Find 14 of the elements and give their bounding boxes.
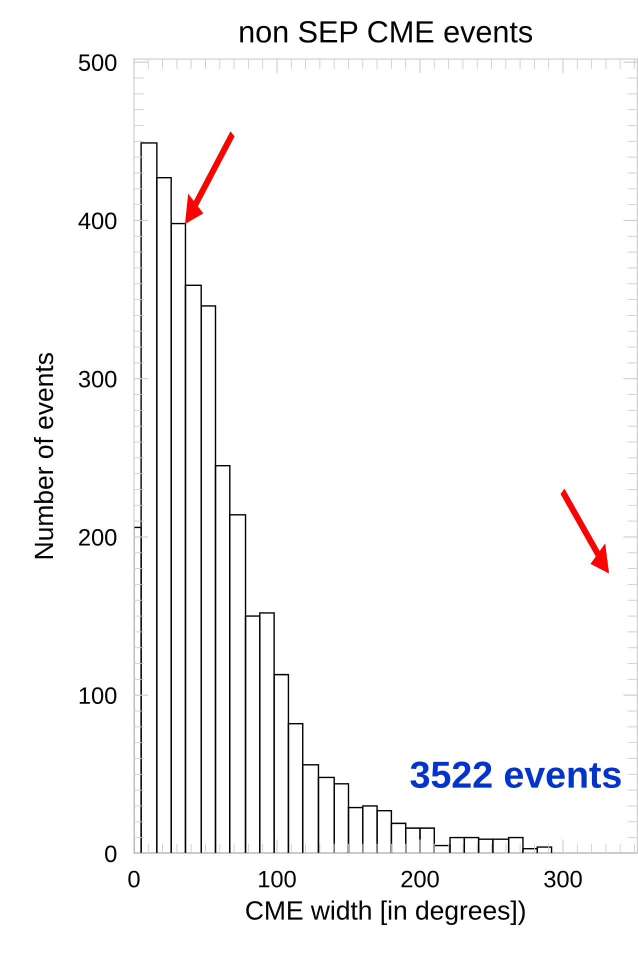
y-tick-label: 200 [79, 529, 116, 546]
x-tick-label: 300 [544, 870, 582, 888]
x-tick-label: 0 [128, 870, 140, 888]
y-tick-label: 500 [78, 54, 116, 71]
y-axis-title: Number of events [34, 353, 54, 558]
y-tick-label: 300 [78, 370, 116, 388]
annotation: 3522 events [410, 761, 621, 788]
chart-title: non SEP CME events [240, 21, 532, 43]
y-tick-label: 0 [105, 846, 116, 862]
x-tick-label: 200 [401, 870, 439, 888]
y-tick-label: 400 [78, 212, 116, 230]
x-tick-label: 100 [259, 870, 296, 888]
x-axis-title: CME width [in degrees]) [246, 900, 525, 926]
y-tick-label: 100 [80, 687, 116, 704]
